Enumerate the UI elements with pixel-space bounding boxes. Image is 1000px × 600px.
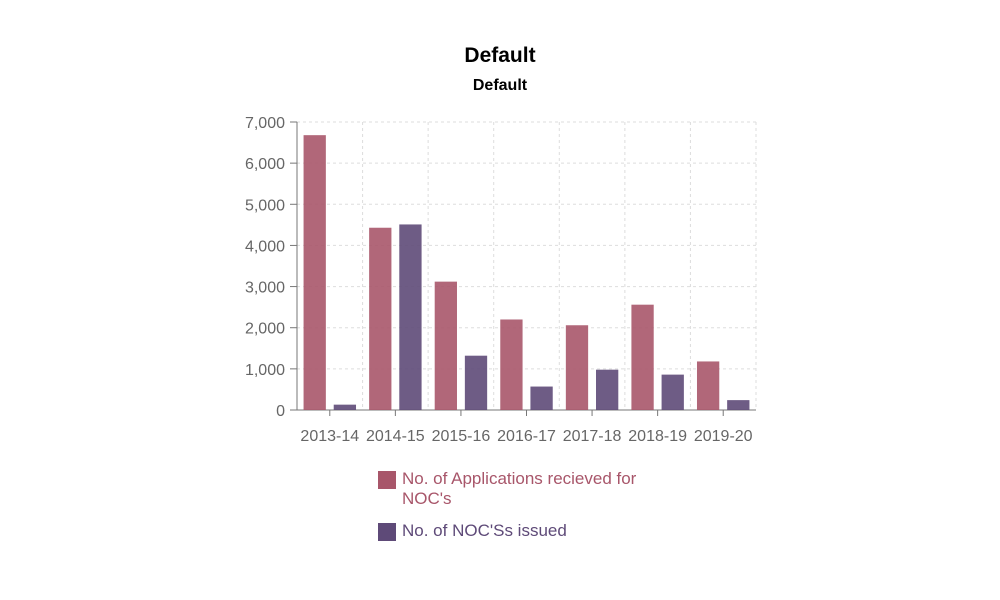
y-tick-label: 2,000 xyxy=(245,321,285,338)
y-tick-label: 1,000 xyxy=(245,362,285,379)
y-tick-label: 4,000 xyxy=(245,238,285,255)
y-tick-label: 7,000 xyxy=(245,115,285,132)
legend-label-applications: No. of Applications recieved for NOC's xyxy=(402,469,637,508)
y-tick-label: 3,000 xyxy=(245,280,285,297)
bar-issued-2015-16 xyxy=(464,355,488,410)
chart-title: Default xyxy=(464,44,536,67)
legend: No. of Applications recieved for NOC's N… xyxy=(378,469,658,553)
bar-applications-2017-18 xyxy=(565,325,589,410)
x-tick-label: 2014-15 xyxy=(366,428,425,445)
x-tick-label: 2018-19 xyxy=(628,428,687,445)
x-tick-label: 2019-20 xyxy=(694,428,753,445)
bar-issued-2013-14 xyxy=(333,404,357,410)
x-tick-label: 2017-18 xyxy=(563,428,622,445)
y-tick-label: 5,000 xyxy=(245,197,285,214)
axes xyxy=(290,121,756,416)
bar-applications-2015-16 xyxy=(434,281,457,410)
bar-applications-2019-20 xyxy=(696,361,720,410)
bar-applications-2018-19 xyxy=(631,304,654,410)
y-tick-label: 6,000 xyxy=(245,156,285,173)
tick-labels: 0 1,000 2,000 3,000 4,000 5,000 6,000 7,000 2013… xyxy=(245,115,753,445)
bar-issued-2019-20 xyxy=(727,400,750,410)
bar-issued-2016-17 xyxy=(530,386,553,410)
legend-swatch-issued xyxy=(378,523,396,541)
grid-lines xyxy=(297,121,757,410)
x-tick-label: 2016-17 xyxy=(497,428,556,445)
x-tick-label: 2013-14 xyxy=(300,428,359,445)
bar-applications-2014-15 xyxy=(369,227,392,410)
legend-item-applications[interactable]: No. of Applications recieved for NOC's xyxy=(378,469,658,509)
y-tick-label: 0 xyxy=(276,403,285,420)
x-tick-label: 2015-16 xyxy=(432,428,491,445)
bar-issued-2017-18 xyxy=(596,369,619,410)
legend-item-issued[interactable]: No. of NOC'Ss issued xyxy=(378,521,658,541)
legend-swatch-applications xyxy=(378,471,396,489)
bars xyxy=(303,135,750,410)
chart-subtitle: Default xyxy=(472,77,528,94)
bar-applications-2016-17 xyxy=(500,319,523,410)
bar-issued-2018-19 xyxy=(661,374,684,410)
bar-issued-2014-15 xyxy=(399,224,422,410)
bar-applications-2013-14 xyxy=(303,135,326,410)
legend-label-issued: No. of NOC'Ss issued xyxy=(402,521,567,540)
